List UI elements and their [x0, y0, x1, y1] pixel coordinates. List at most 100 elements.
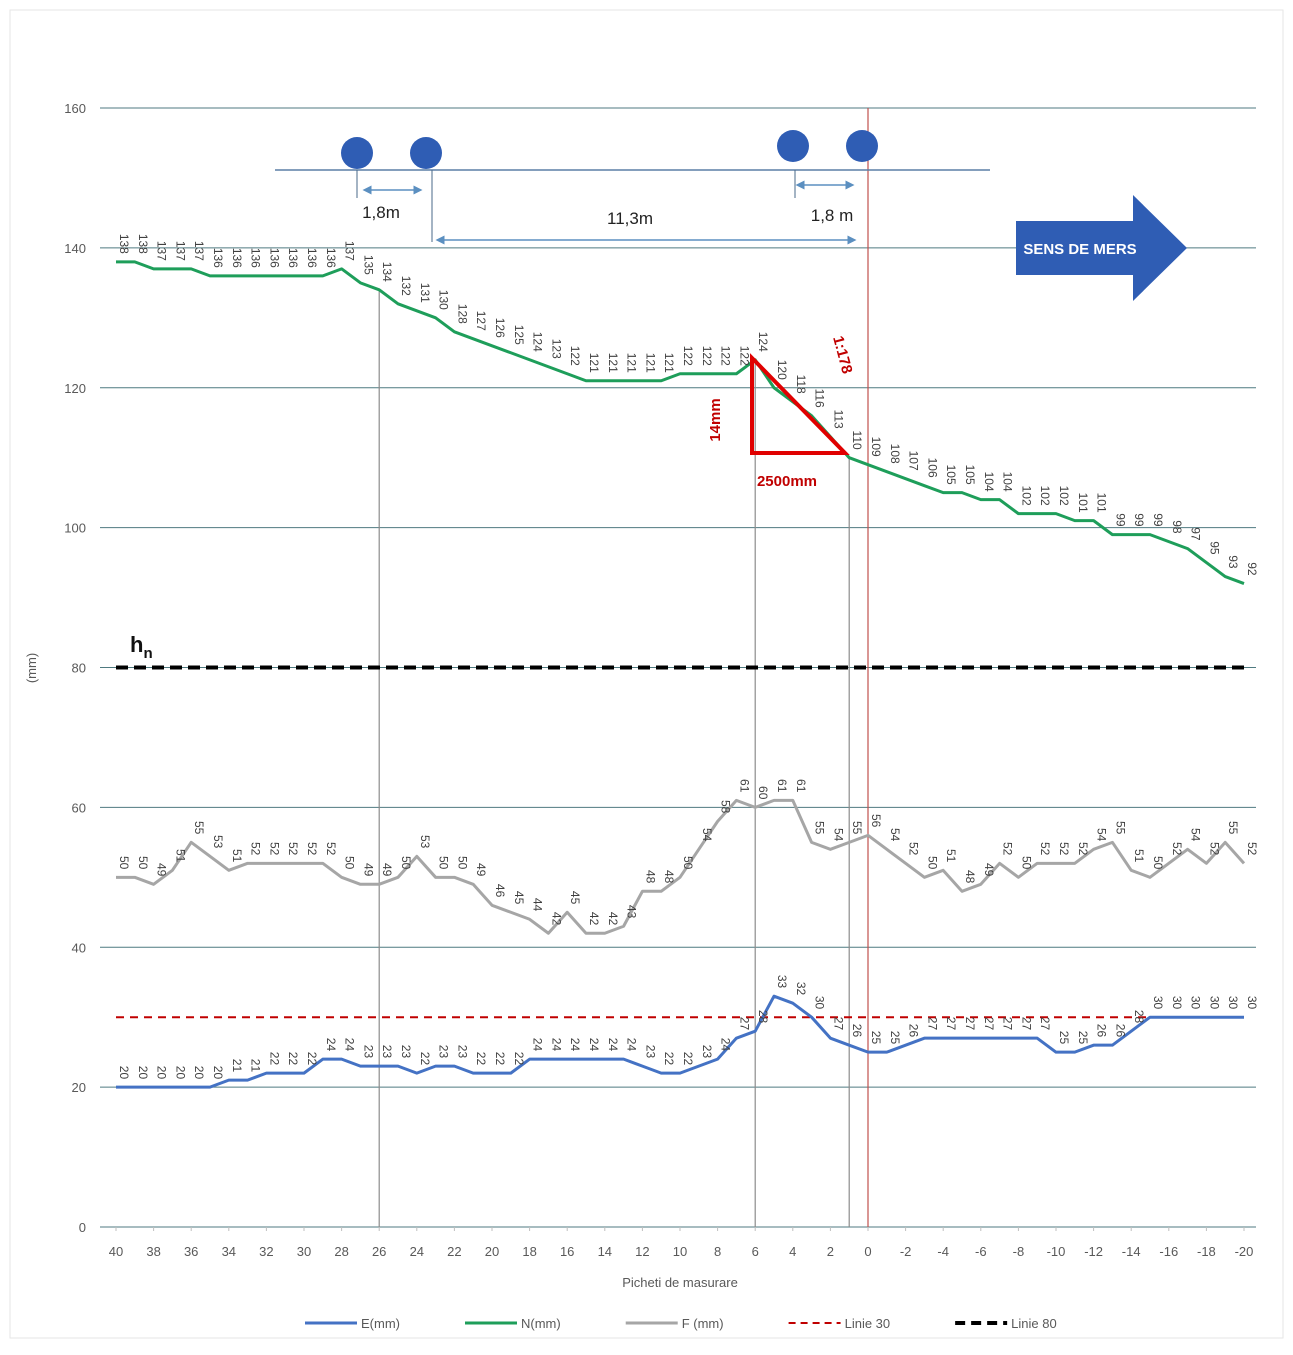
data-label: 120: [775, 360, 789, 380]
data-label: 50: [1019, 856, 1033, 870]
data-label: 137: [343, 241, 357, 261]
data-label: 97: [1189, 527, 1203, 541]
x-tick-label: -18: [1197, 1244, 1216, 1259]
data-label: 26: [907, 1024, 921, 1038]
data-label: 42: [549, 912, 563, 926]
data-label: 50: [343, 856, 357, 870]
legend-label: N(mm): [521, 1316, 561, 1331]
data-label: 45: [512, 891, 526, 905]
data-label: 54: [700, 828, 714, 842]
dimension-label: 1,8 m: [811, 206, 854, 225]
data-label: 24: [343, 1038, 357, 1052]
wheel-diagram: 1,8m 11,3m 1,8 m: [275, 130, 990, 245]
data-label: 27: [944, 1017, 958, 1031]
data-label: 109: [869, 437, 883, 457]
data-label: 43: [625, 905, 639, 919]
data-label: 30: [1207, 996, 1221, 1010]
data-label: 50: [399, 856, 413, 870]
data-label: 50: [437, 856, 451, 870]
legend-label: Linie 80: [1011, 1316, 1057, 1331]
data-label: 116: [813, 389, 827, 408]
data-label: 56: [869, 814, 883, 828]
x-tick-label: 10: [673, 1244, 687, 1259]
y-tick-label: 100: [64, 521, 86, 536]
dimension-label: 1,8m: [362, 203, 400, 222]
wheel: [777, 130, 809, 162]
data-label: 20: [136, 1066, 150, 1080]
series-line: [116, 994, 1244, 1089]
x-tick-label: 14: [598, 1244, 612, 1259]
x-tick-label: 32: [259, 1244, 273, 1259]
data-label: 52: [305, 842, 319, 856]
data-label: 102: [1057, 486, 1071, 506]
data-label: 49: [982, 863, 996, 877]
data-label: 101: [1095, 493, 1109, 513]
data-label: 24: [549, 1038, 563, 1052]
data-label: 24: [606, 1038, 620, 1052]
data-label: 24: [719, 1038, 733, 1052]
data-label: 110: [850, 431, 864, 450]
data-label: 22: [662, 1052, 676, 1066]
x-tick-label: 6: [752, 1244, 759, 1259]
wheel: [846, 130, 878, 162]
x-tick-label: -2: [900, 1244, 912, 1259]
data-label: 122: [681, 346, 695, 366]
data-label: 138: [136, 234, 150, 254]
data-label: 52: [1001, 842, 1015, 856]
data-label: 51: [1132, 849, 1146, 863]
data-label: 130: [437, 290, 451, 310]
x-tick-label: -20: [1235, 1244, 1254, 1259]
data-label: 27: [1038, 1017, 1052, 1031]
data-label: 124: [531, 332, 545, 352]
x-tick-label: -4: [937, 1244, 949, 1259]
data-label: 54: [888, 828, 902, 842]
direction-arrow: SENS DE MERS: [1016, 195, 1187, 301]
data-label: 55: [850, 821, 864, 835]
data-label: 50: [455, 856, 469, 870]
data-label: 21: [249, 1059, 263, 1073]
data-label: 93: [1226, 555, 1240, 569]
data-label: 136: [324, 248, 338, 268]
x-tick-label: 4: [789, 1244, 796, 1259]
data-label: 30: [813, 996, 827, 1010]
data-label: 52: [907, 842, 921, 856]
data-label: 121: [606, 353, 620, 373]
data-label: 22: [305, 1052, 319, 1066]
data-label: 132: [399, 276, 413, 296]
h-label: hn: [130, 632, 153, 662]
data-label: 22: [512, 1052, 526, 1066]
data-label: 26: [850, 1024, 864, 1038]
y-tick-label: 120: [64, 381, 86, 396]
h-main: h: [130, 632, 143, 657]
data-label: 137: [155, 241, 169, 261]
data-label: 123: [549, 339, 563, 359]
data-label: 52: [1057, 842, 1071, 856]
data-label: 124: [756, 332, 770, 352]
data-label: 53: [418, 835, 432, 849]
data-label: 126: [493, 318, 507, 338]
data-label: 28: [1132, 1010, 1146, 1024]
data-label: 22: [267, 1052, 281, 1066]
data-label: 50: [136, 856, 150, 870]
data-label: 27: [963, 1017, 977, 1031]
y-tick-label: 160: [64, 101, 86, 116]
data-label: 99: [1113, 513, 1127, 527]
triangle: [750, 353, 850, 455]
data-label: 51: [944, 849, 958, 863]
data-label: 49: [474, 863, 488, 877]
data-label: 48: [963, 870, 977, 884]
data-label: 108: [888, 444, 902, 464]
x-tick-label: -16: [1159, 1244, 1178, 1259]
data-label: 92: [1245, 562, 1259, 576]
x-tick-label: 2: [827, 1244, 834, 1259]
data-label: 122: [568, 346, 582, 366]
data-label: 61: [775, 779, 789, 793]
x-tick-label: 22: [447, 1244, 461, 1259]
x-tick-label: 0: [864, 1244, 871, 1259]
data-label: 49: [380, 863, 394, 877]
legend-label: Linie 30: [845, 1316, 891, 1331]
x-tick-label: 30: [297, 1244, 311, 1259]
data-label: 27: [925, 1017, 939, 1031]
legend-label: E(mm): [361, 1316, 400, 1331]
data-label: 60: [756, 786, 770, 800]
